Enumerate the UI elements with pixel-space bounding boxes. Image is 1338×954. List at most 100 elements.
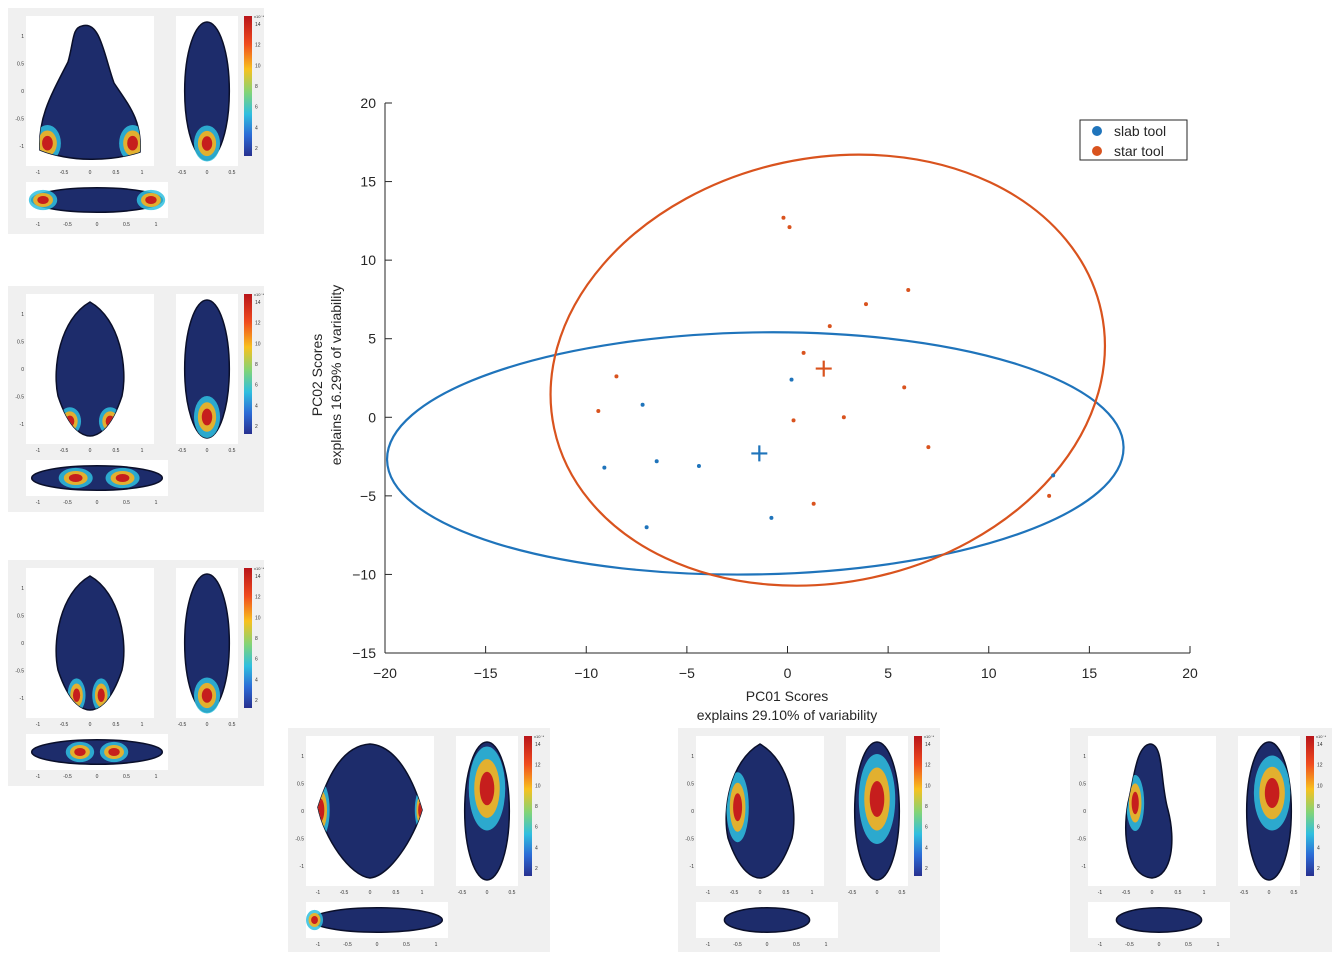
top-view: [30, 739, 164, 765]
thumbnail-tick-label: 0.5: [899, 890, 906, 896]
colorbar-tick-label: 12: [925, 763, 931, 769]
thumbnail-tick-label: 1: [141, 170, 144, 176]
colorbar-tick-label: 10: [925, 783, 931, 789]
data-point-star: [1047, 493, 1052, 498]
stone-shape-front: [55, 301, 125, 437]
colorbar-tick-label: 12: [1317, 763, 1323, 769]
thumbnail-tick-label: -0.5: [60, 722, 69, 728]
thumbnail-tick-label: -1: [36, 222, 41, 228]
thumbnail-tick-label: 0: [96, 222, 99, 228]
heat-overlay: [318, 782, 422, 838]
thumbnail-tick-label: 0.5: [687, 782, 694, 788]
thumbnail-tick-label: 0.5: [113, 722, 120, 728]
heat-zone-hot: [42, 135, 53, 151]
thumbnail-tick-label: 0.5: [297, 782, 304, 788]
heat-zone-hot: [201, 408, 213, 426]
shape-heatmap-panel: 1 0.5 0 -0.5 -1 -1 -0.5 0 0.5 1 -0.5 0 0.5 14 12 10 8 6 4 2…: [8, 286, 264, 512]
confidence-ellipse-star: [549, 153, 1107, 587]
thumbnail-tick-label: 1: [21, 312, 24, 318]
colorbar-tick-label: 12: [255, 43, 261, 49]
side-view: [853, 741, 901, 881]
y-axis-sublabel: explains 16.29% of variability: [328, 285, 344, 466]
thumbnail-tick-label: 0: [369, 890, 372, 896]
thumbnail-tick-label: 1: [141, 448, 144, 454]
thumbnail-tick-label: 1: [155, 500, 158, 506]
x-tick-label: −15: [474, 665, 498, 681]
thumbnail-tick-label: 0.5: [123, 774, 130, 780]
stone-shape-top: [30, 465, 164, 491]
thumbnail-canvas: 10.50-0.5-1-1 -0.5 0 0.5 1 -0.5 0 0.51412108642…: [295, 734, 544, 948]
data-point-star: [926, 445, 931, 450]
thumbnail-tick-label: 0.5: [17, 62, 24, 68]
colorbar-tick-label: 14: [535, 742, 541, 748]
thumbnail-tick-label: -0.5: [1122, 890, 1131, 896]
colorbar-tick-label: 10: [1317, 783, 1323, 789]
y-tick-label: −5: [360, 488, 376, 504]
data-point-star: [801, 350, 806, 355]
thumbnail-tick-label: 1: [825, 942, 828, 948]
thumbnail-tick-label: -1: [300, 864, 305, 870]
confidence-ellipse-slab: [385, 331, 1125, 576]
x-tick-label: 0: [784, 665, 792, 681]
data-point-star: [827, 324, 832, 329]
data-point-slab: [696, 464, 701, 468]
data-point-star: [902, 385, 907, 390]
y-tick-label: 10: [360, 252, 376, 268]
stone-shape-top: [310, 907, 444, 933]
y-tick-label: −10: [352, 566, 376, 582]
axes: −20 −15 −10 −5 0 5 10 15 20 −15 −10 −5 0 5 10 15 20: [352, 95, 1198, 681]
colorbar-scale-label: x10⁻⁴: [1316, 734, 1327, 739]
heat-zone-hot: [145, 195, 157, 205]
data-point-slab: [654, 459, 659, 464]
mean-marker-slab: [751, 445, 768, 462]
thumbnail-tick-label: -0.5: [63, 774, 72, 780]
shape-heatmap-panel: 1 0.5 0 -0.5 -1 -1 -0.5 0 0.5 1 -0.5 0 0.5 14 12 10 8 6 4 2…: [288, 728, 550, 952]
stone-shape-front: [39, 24, 141, 161]
thumbnail-tick-label: -1: [706, 942, 711, 948]
thumbnail-tick-label: -1: [1098, 890, 1103, 896]
thumbnail-tick-label: -1: [690, 864, 695, 870]
thumbnail-canvas: 10.50-0.5-1-1 -0.5 0 0.5 1 -0.5 0 0.51412108642…: [15, 566, 264, 780]
colorbar-tick-label: 10: [255, 341, 261, 347]
thumbnail-tick-label: 0.5: [1175, 890, 1182, 896]
thumbnail-tick-label: 0.5: [123, 222, 130, 228]
thumbnail-tick-label: 0: [96, 774, 99, 780]
heat-zone-hot: [733, 793, 743, 822]
heat-zone-hot: [201, 688, 213, 703]
data-point-star: [614, 374, 619, 379]
thumbnail-tick-label: -0.5: [733, 942, 742, 948]
legend-label-star: star tool: [1114, 143, 1164, 159]
thumbnail-tick-label: 0: [1083, 809, 1086, 815]
data-point-star: [596, 409, 601, 413]
heat-zone-hot: [115, 473, 130, 483]
colorbar-tick-label: 4: [1317, 845, 1320, 851]
thumbnail-tick-label: 0: [876, 890, 879, 896]
shape-heatmap-panel: 1 0.5 0 -0.5 -1 -1 -0.5 0 0.5 1 -0.5 0 0.5 14 12 10 8 6 4 2…: [678, 728, 940, 952]
thumbnail-tick-label: -0.5: [178, 448, 187, 454]
top-view: [30, 465, 164, 491]
thumbnail-tick-label: -0.5: [178, 170, 187, 176]
colorbar-tick-label: 12: [255, 595, 261, 601]
thumbnail-tick-label: 0: [89, 170, 92, 176]
y-tick-label: −15: [352, 645, 376, 661]
front-view: [39, 24, 141, 161]
side-view: [183, 21, 231, 162]
thumbnail-tick-label: 0: [1268, 890, 1271, 896]
thumbnail-tick-label: 0: [21, 89, 24, 95]
thumbnail-tick-label: -0.5: [15, 117, 24, 123]
colorbar-tick-label: 2: [925, 866, 928, 872]
thumbnail-tick-label: 0.5: [123, 500, 130, 506]
thumbnail-tick-label: -0.5: [1240, 890, 1249, 896]
thumbnail-tick-label: 1: [141, 722, 144, 728]
top-view: [723, 907, 811, 933]
front-view: [55, 575, 125, 711]
thumbnail-tick-label: 0: [89, 722, 92, 728]
thumbnail-tick-label: -1: [36, 774, 41, 780]
heat-zone-hot: [869, 781, 885, 817]
thumbnail-tick-label: 0.5: [1291, 890, 1298, 896]
thumbnail-tick-label: -1: [36, 722, 41, 728]
heat-overlay: [726, 772, 749, 843]
legend-label-slab: slab tool: [1114, 123, 1166, 139]
colorbar-tick-label: 8: [925, 804, 928, 810]
